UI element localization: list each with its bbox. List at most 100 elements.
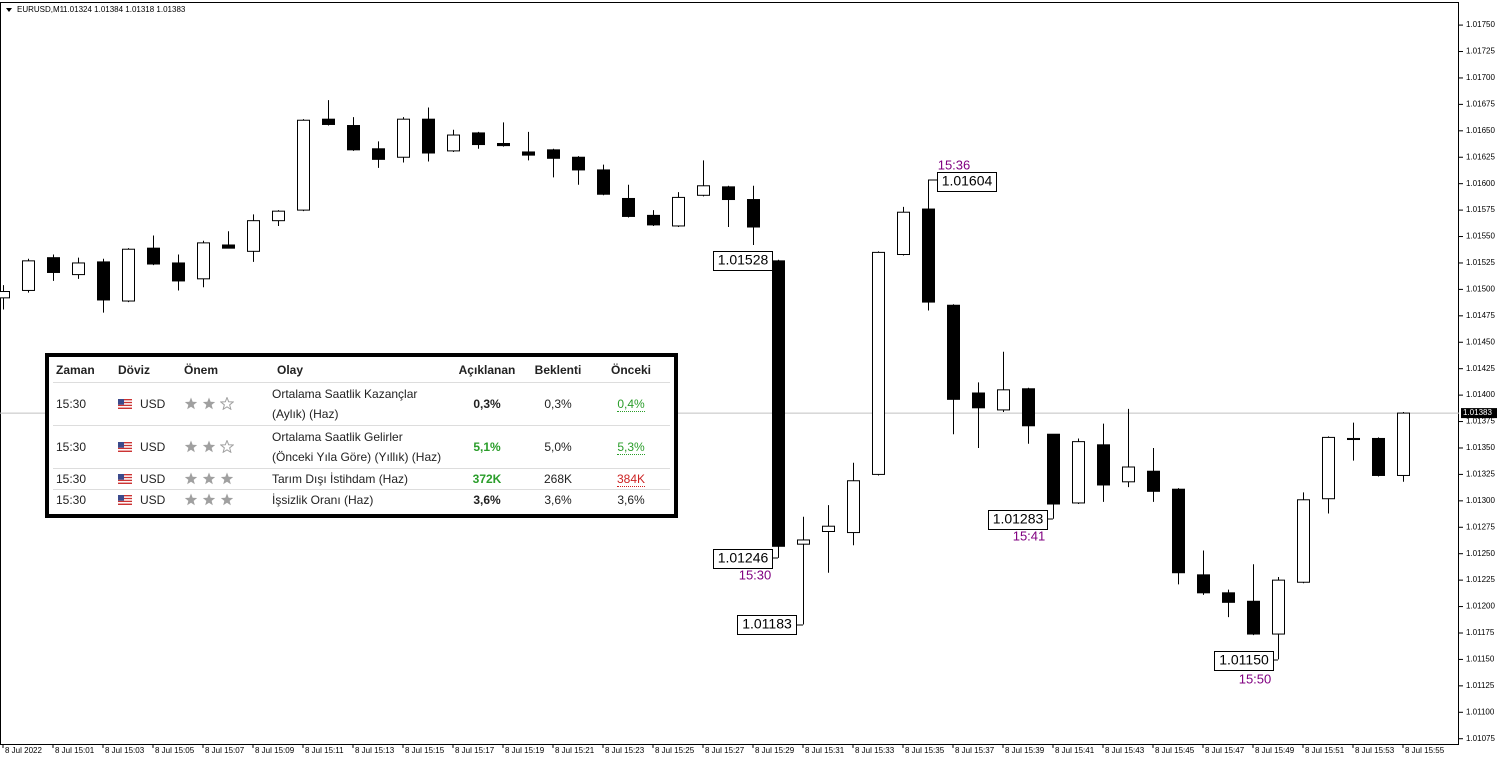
star-shape (202, 493, 216, 506)
stripe (118, 444, 132, 447)
y-tick-label: 1.01600 (1466, 179, 1495, 188)
price-label: 1.01283 (993, 511, 1044, 527)
stripe (118, 495, 132, 497)
currency-cell: USD (115, 468, 181, 490)
candle-body (1322, 436, 1335, 500)
y-tick-label: 1.01750 (1466, 20, 1495, 29)
time: 15:30 (53, 382, 115, 426)
y-tick-label: 1.01475 (1466, 311, 1495, 320)
stripe (118, 499, 132, 501)
canton (118, 399, 124, 405)
x-tick-label: 8 Jul 15:21 (555, 746, 595, 755)
y-tick-label: 1.01550 (1466, 232, 1495, 241)
x-tick-label: 8 Jul 15:49 (1255, 746, 1295, 755)
label-box (1214, 651, 1274, 671)
stars (184, 493, 238, 507)
stripe (118, 403, 132, 405)
candle-body (772, 260, 785, 547)
x-tick-label: 8 Jul 15:15 (405, 746, 445, 755)
star-shape (220, 493, 234, 506)
star (184, 397, 198, 410)
star-shape (220, 472, 234, 485)
time: 15:30 (56, 493, 87, 507)
candle-body (1147, 470, 1160, 492)
stripe (118, 476, 132, 479)
y-tick-label: 1.01575 (1466, 205, 1495, 214)
previous-cell: 3,6% (592, 490, 670, 511)
y-tick-label: 1.01375 (1466, 417, 1495, 426)
y-tick-label: 1.01300 (1466, 496, 1495, 505)
candle-body (847, 480, 860, 534)
candle-body (497, 142, 510, 147)
stripe (118, 496, 132, 498)
candle-body (872, 251, 885, 475)
candle-body (1047, 433, 1060, 505)
candle-body (222, 244, 235, 249)
x-tick-label: 8 Jul 15:35 (905, 746, 945, 755)
candle-body (897, 211, 910, 256)
previous: 384K (616, 472, 646, 487)
star-shape (202, 440, 216, 453)
previous: 5,3% (617, 440, 645, 455)
candle-body (372, 148, 385, 160)
stripe (118, 481, 132, 483)
y-tick-label: 1.01450 (1466, 337, 1495, 346)
x-tick-label: 8 Jul 15:43 (1105, 746, 1145, 755)
y-tick-label: 1.01250 (1466, 549, 1495, 558)
last-price-tag (1461, 408, 1497, 419)
candle-body (1172, 488, 1185, 574)
candle-body (747, 199, 760, 228)
star-shape (202, 397, 216, 410)
y-tick-label: 1.01150 (1466, 655, 1495, 664)
y-tick-label: 1.01100 (1466, 707, 1495, 716)
star-shape (202, 472, 216, 485)
x-tick-label: 8 Jul 15:39 (1005, 746, 1045, 755)
star (202, 440, 216, 453)
candle-body (997, 389, 1010, 411)
candle-body (797, 539, 810, 545)
forecast: 268K (524, 468, 592, 490)
candle-body (297, 119, 310, 211)
time: 15:30 (53, 468, 115, 490)
y-tick-label: 1.01325 (1466, 470, 1495, 479)
price-label: 1.01150 (1219, 652, 1269, 668)
currency: USD (140, 472, 166, 486)
price-label: 1.01246 (718, 550, 769, 566)
x-tick-label: 8 Jul 15:41 (1055, 746, 1095, 755)
header-row: Zaman Döviz Önem Olay Açıklanan Beklenti… (53, 357, 670, 383)
ohlc: 1.01324 1.01384 1.01318 1.01383 (63, 5, 186, 14)
importance (181, 468, 269, 490)
column-header: Olay (269, 357, 450, 383)
row: 15:30 USD Tarım Dışı İstihdam (Haz) 372K… (53, 468, 670, 490)
label-box (988, 510, 1048, 530)
star (184, 440, 198, 453)
star-shape (184, 440, 198, 453)
event: İşsizlik Oranı (Haz) (272, 493, 374, 507)
column-header: Zaman (53, 357, 115, 383)
stripe (118, 502, 132, 504)
stripe (118, 497, 132, 500)
y-tick-label: 1.01625 (1466, 152, 1495, 161)
currency: USD (140, 397, 166, 411)
flag (118, 442, 132, 452)
candle-body (22, 260, 35, 291)
row: 15:30 USD Ortalama Saatlik Gelirler (Önc… (53, 425, 670, 469)
y-tick-label: 1.01400 (1466, 390, 1495, 399)
x-tick-label: 8 Jul 15:31 (805, 746, 845, 755)
event: Ortalama Saatlik Gelirler (Önceki Yıla G… (269, 425, 450, 469)
y-tick-label: 1.01075 (1466, 734, 1495, 743)
candle-body (122, 248, 135, 302)
x-tick-label: 8 Jul 15:19 (505, 746, 545, 755)
star-shape (219, 439, 235, 454)
stripe (118, 401, 132, 404)
time-label: 15:30 (739, 567, 772, 582)
candle-body (1397, 412, 1410, 476)
price-label: 1.01183 (742, 616, 792, 632)
forecast: 5,0% (524, 425, 592, 469)
last-price-label: 1.01383 (1463, 408, 1492, 417)
previous-cell: 0,4% (592, 382, 670, 426)
x-tick-label: 8 Jul 15:17 (455, 746, 495, 755)
calendar-table: Zaman Döviz Önem Olay Açıklanan Beklenti… (53, 357, 670, 510)
x-tick-label: 8 Jul 15:55 (1405, 746, 1445, 755)
stripe (118, 500, 132, 503)
